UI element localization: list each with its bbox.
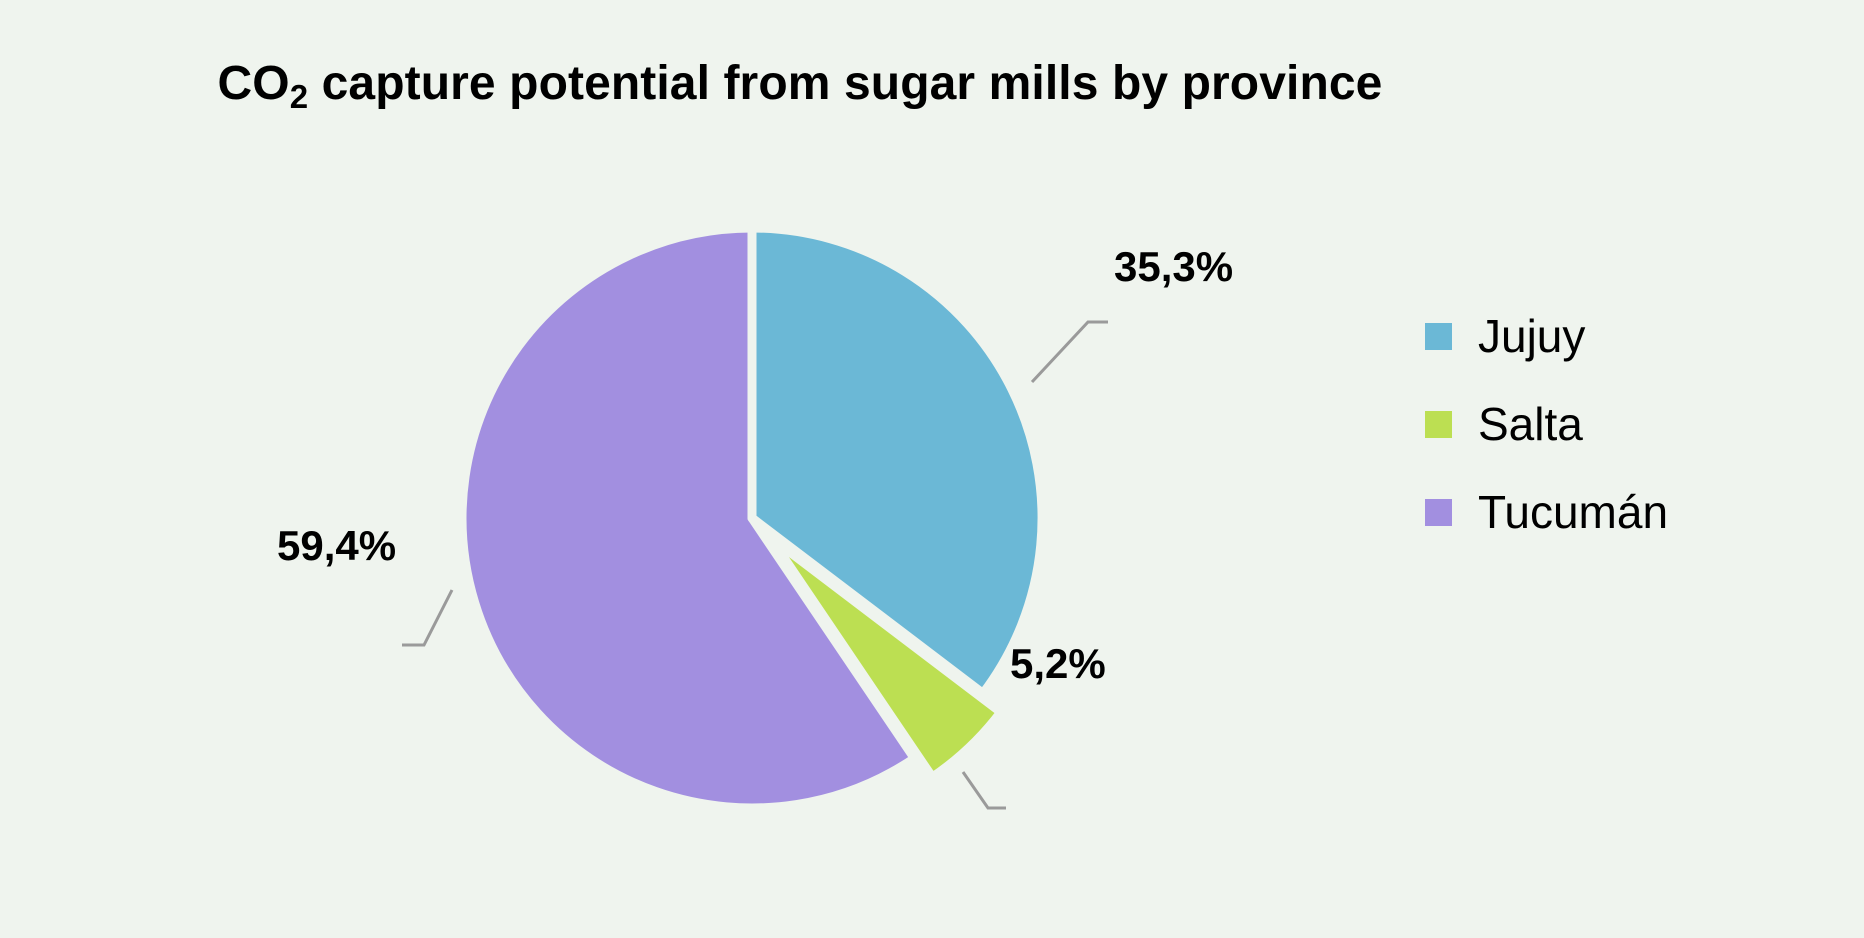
legend-swatch-jujuy xyxy=(1425,322,1452,350)
legend-item-jujuy[interactable]: Jujuy xyxy=(1425,292,1805,380)
legend-item-salta[interactable]: Salta xyxy=(1425,380,1805,468)
title-suffix: capture potential from sugar mills by pr… xyxy=(308,57,1383,110)
pie-slice-salta[interactable] xyxy=(765,532,1006,782)
data-label-salta: 5,2% xyxy=(1010,640,1106,687)
chart-legend: Jujuy Salta Tucumán xyxy=(1425,292,1805,556)
pie-slice-tucuman[interactable] xyxy=(457,223,919,813)
legend-label-jujuy: Jujuy xyxy=(1478,310,1586,362)
legend-label-tucuman: Tucumán xyxy=(1478,486,1669,538)
legend-swatch-salta xyxy=(1425,410,1452,438)
legend-label-salta: Salta xyxy=(1478,398,1583,450)
data-label-jujuy: 35,3% xyxy=(1114,243,1234,290)
leader-line-tucuman xyxy=(402,589,454,647)
pie-slice-jujuy[interactable] xyxy=(747,223,1047,698)
leader-line-salta xyxy=(961,771,1006,810)
title-subscript: 2 xyxy=(289,78,309,115)
title-prefix: CO xyxy=(217,57,290,110)
legend-swatch-tucuman xyxy=(1425,498,1452,526)
leader-line-jujuy xyxy=(1030,320,1108,384)
data-label-tucuman: 59,4% xyxy=(277,522,397,569)
legend-item-tucuman[interactable]: Tucumán xyxy=(1425,468,1805,556)
page-title: CO2 capture potential from sugar mills b… xyxy=(0,56,1600,115)
